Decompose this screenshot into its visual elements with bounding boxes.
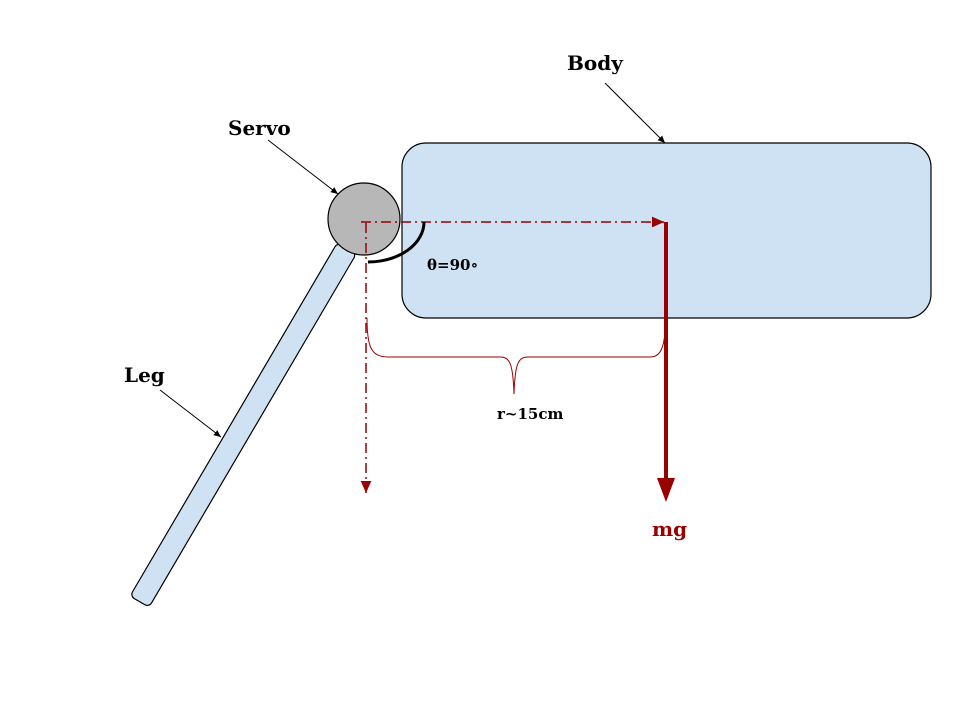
servo-label: Servo (228, 116, 291, 140)
angle-arc (367, 221, 426, 264)
servo-disc (327, 182, 401, 256)
radius-brace (366, 317, 667, 395)
gravity-force-arrowhead (657, 478, 675, 502)
body-label: Body (567, 51, 624, 75)
leg-bar (131, 243, 356, 606)
force-label: mg (652, 517, 687, 541)
servo-leader-line (267, 139, 339, 195)
angle-label: θ=90∘ (427, 256, 478, 274)
body-leader-line (604, 82, 666, 144)
leg-label: Leg (124, 363, 165, 387)
leg-leader-line (159, 389, 222, 438)
radius-label: r~15cm (497, 405, 563, 423)
